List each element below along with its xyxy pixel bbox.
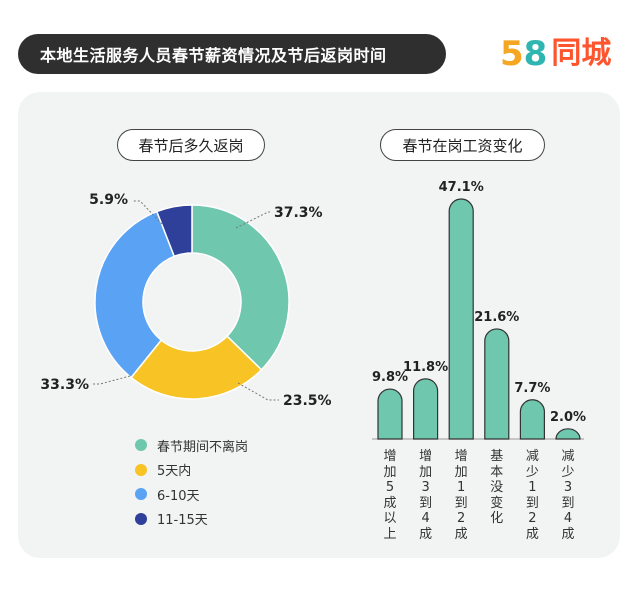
legend-swatch: [135, 439, 147, 452]
logo-text: 同城: [551, 36, 612, 71]
donut-data-label: 37.3%: [274, 205, 323, 221]
brand-logo: 58 同城: [500, 34, 611, 74]
legend-swatch: [135, 512, 147, 525]
donut-leader-line: [237, 382, 279, 401]
legend-label: 11-15天: [157, 513, 208, 529]
bar-data-label: 9.8%: [372, 370, 408, 385]
bar: [377, 388, 403, 440]
bar: [484, 328, 510, 440]
legend-label: 5天内: [157, 464, 192, 480]
donut-data-label: 5.9%: [89, 192, 128, 208]
bar-chart-title: 春节在岗工资变化: [380, 129, 545, 161]
donut-leader-line: [235, 211, 270, 229]
bar-data-label: 11.8%: [403, 360, 448, 375]
legend-item: 11-15天: [135, 507, 248, 532]
donut-slice: [94, 210, 176, 379]
bar: [519, 399, 545, 440]
donut-slice: [155, 204, 193, 258]
donut-data-label: 23.5%: [283, 393, 332, 409]
donut-leader-line: [132, 200, 163, 225]
bar-data-label: 47.1%: [439, 180, 484, 195]
donut-data-label: 33.3%: [40, 377, 89, 393]
donut-chart-title: 春节后多久返岗: [117, 129, 265, 161]
page-title: 本地生活服务人员春节薪资情况及节后返岗时间: [18, 34, 446, 74]
logo-number: 58: [500, 34, 548, 74]
bar-category-label: 基本没变化: [490, 449, 504, 526]
donut-slice: [191, 204, 290, 371]
bar: [555, 428, 581, 440]
bar: [448, 198, 474, 440]
legend-item: 春节期间不离岗: [135, 433, 248, 458]
bar-data-label: 7.7%: [514, 381, 550, 396]
legend-item: 5天内: [135, 458, 248, 483]
bar-data-label: 2.0%: [550, 410, 586, 425]
donut-legend: 春节期间不离岗 5天内 6-10天 11-15天: [135, 433, 248, 531]
legend-swatch: [135, 488, 147, 501]
legend-item: 6-10天: [135, 482, 248, 507]
donut-leader-line: [93, 375, 131, 385]
legend-label: 春节期间不离岗: [157, 439, 249, 455]
bar: [413, 378, 439, 440]
legend-label: 6-10天: [157, 488, 200, 504]
bar-data-label: 21.6%: [474, 310, 519, 325]
donut-slice: [130, 335, 263, 400]
legend-swatch: [135, 463, 147, 476]
